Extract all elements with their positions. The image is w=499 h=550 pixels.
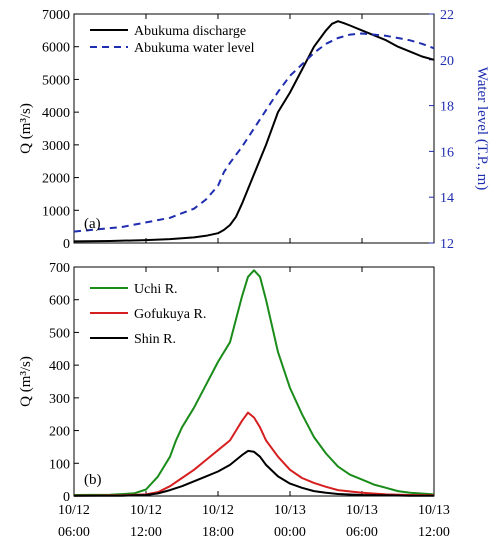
legend-label-abukuma-water-level: Abukuma water level xyxy=(134,41,255,56)
x-tick-label-time: 06:00 xyxy=(346,525,378,540)
panel-a-line-abukuma-discharge xyxy=(73,20,435,243)
panel-b: 0 100 200 300 400 500 600 700 10/12 06:00 10/12 12… xyxy=(18,261,450,540)
x-tick-label-date: 10/12 xyxy=(202,503,234,518)
y-tick-label: 4000 xyxy=(42,106,70,121)
panel-a-label: (a) xyxy=(84,216,101,232)
y-tick-label: 1000 xyxy=(42,204,70,219)
y-tick-label: 6000 xyxy=(42,41,70,56)
panel-a: 0 1000 2000 3000 4000 5000 6000 7000 12 14 16 18 20… xyxy=(18,8,490,252)
y-tick-label: 200 xyxy=(49,425,70,440)
y-tick-label: 500 xyxy=(49,326,70,341)
y-tick-label: 300 xyxy=(49,392,70,407)
legend-label-uchi: Uchi R. xyxy=(134,282,178,297)
panel-b-label: (b) xyxy=(84,472,102,488)
panel-b-line-gofukuya-r xyxy=(73,411,435,497)
y-tick-label: 3000 xyxy=(42,139,70,154)
x-tick-label-time: 12:00 xyxy=(130,525,162,540)
panel-a-right-ticks: 12 14 16 18 20 22 xyxy=(429,8,454,252)
panel-b-left-ticks: 0 100 200 300 400 500 600 700 xyxy=(49,261,79,505)
x-tick-label-time: 06:00 xyxy=(58,525,90,540)
legend-label-shin: Shin R. xyxy=(134,332,176,347)
x-tick-label-time: 12:00 xyxy=(418,525,450,540)
legend-label-abukuma-discharge: Abukuma discharge xyxy=(134,24,246,39)
y-tick-label: 400 xyxy=(49,359,70,374)
panel-a-right-axis-title: Water level (T.P., m) xyxy=(474,67,490,190)
panel-b-line-shin-r xyxy=(74,449,434,497)
right-tick-label: 22 xyxy=(440,8,454,23)
right-tick-label: 12 xyxy=(440,237,454,252)
right-tick-label: 16 xyxy=(440,145,454,160)
panel-a-left-ticks: 0 1000 2000 3000 4000 5000 6000 7000 xyxy=(42,8,79,252)
y-tick-label: 5000 xyxy=(42,73,70,88)
x-tick-label-time: 18:00 xyxy=(202,525,234,540)
right-tick-label: 14 xyxy=(440,191,454,206)
x-tick-label-date: 10/13 xyxy=(346,503,378,518)
y-tick-label: 600 xyxy=(49,294,70,309)
x-tick-label-date: 10/12 xyxy=(58,503,90,518)
y-tick-label: 100 xyxy=(49,457,70,472)
right-tick-label: 18 xyxy=(440,100,454,115)
panel-b-bottom-ticks: 10/12 06:00 10/12 12:00 10/12 18:00 10/13 00:00… xyxy=(58,267,450,540)
right-tick-label: 20 xyxy=(440,54,454,69)
panel-b-legend: Uchi R. Gofukuya R. Shin R. xyxy=(90,282,206,347)
x-tick-label-date: 10/12 xyxy=(130,503,162,518)
x-tick-label-date: 10/13 xyxy=(274,503,306,518)
panel-b-frame xyxy=(73,266,435,497)
panel-a-y-axis-title: Q (m³/s) xyxy=(18,103,34,154)
x-tick-label-date: 10/13 xyxy=(418,503,450,518)
panel-a-series xyxy=(73,20,435,243)
y-tick-label: 7000 xyxy=(42,8,70,23)
y-tick-label: 0 xyxy=(63,237,70,252)
panel-a-line-abukuma-water-level xyxy=(73,32,435,233)
legend-label-gofukuya: Gofukuya R. xyxy=(134,307,206,322)
y-tick-label: 2000 xyxy=(42,172,70,187)
panel-a-legend: Abukuma discharge Abukuma water level xyxy=(90,24,255,56)
panel-b-series xyxy=(73,269,435,497)
panel-a-bottom-ticks xyxy=(73,14,435,243)
x-tick-label-time: 00:00 xyxy=(274,525,306,540)
panel-b-y-axis-title: Q (m³/s) xyxy=(18,356,34,407)
y-tick-label: 0 xyxy=(63,490,70,505)
panel-b-line-uchi-r xyxy=(73,269,435,496)
panel-a-frame xyxy=(73,13,435,244)
y-tick-label: 700 xyxy=(49,261,70,276)
